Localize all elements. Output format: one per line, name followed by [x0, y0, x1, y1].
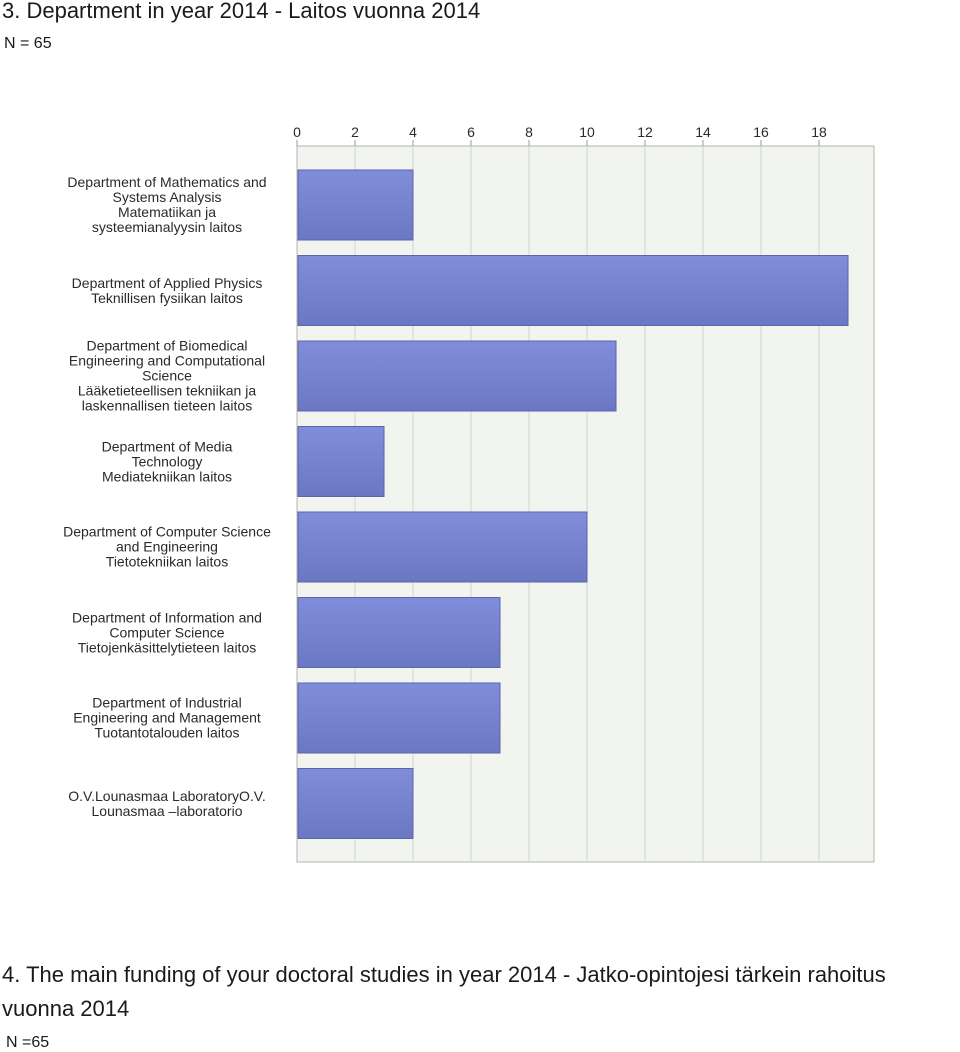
x-tick-label: 8	[525, 124, 533, 140]
category-label: Department of Industrial Engineering and …	[46, 694, 288, 741]
category-label-line: O.V.Lounasmaa LaboratoryO.V.	[68, 787, 266, 804]
bar-chart: 0 2 4 6 8 10 12 14 16 18	[293, 124, 875, 863]
category-label-line: Engineering and Management	[73, 709, 261, 726]
category-label-line: Engineering and Computational	[68, 352, 266, 369]
x-tick-label: 2	[351, 124, 359, 140]
category-label-line: Department of Information and	[72, 609, 262, 625]
category-label-line: Department of Computer Science	[63, 523, 271, 540]
category-label: Department of Biomedical Engineering and …	[46, 337, 288, 414]
bar	[297, 597, 501, 668]
category-label-line: Mediatekniikan laitos	[102, 468, 232, 484]
category-label: Department of Mathematics and Systems Ana…	[46, 175, 288, 235]
x-tick-label: 6	[467, 124, 475, 140]
category-label-line: Lääketieteellisen tekniikan ja	[77, 382, 257, 399]
category-label: Department of Media Technology Mediateknii…	[46, 439, 288, 484]
category-label: Department of Applied Physics Teknillisen…	[46, 274, 288, 306]
bar	[297, 426, 385, 497]
category-label-line: Systems Analysis	[112, 189, 222, 205]
x-tick-label: 10	[579, 124, 595, 140]
category-label-line: Science	[142, 367, 192, 384]
plot-area	[296, 145, 875, 863]
category-label-line: Department of Media	[101, 438, 233, 454]
category-label-line: Department of Mathematics and	[67, 174, 267, 190]
category-label-line: laskennallisen tieteen laitos	[81, 397, 253, 414]
respondent-count: N = 65	[4, 35, 52, 52]
category-label-line: systeemianalyysin laitos	[91, 219, 243, 235]
category-label-line: Department of Biomedical	[86, 337, 248, 354]
category-label: Department of Computer Science and Engine…	[46, 523, 288, 570]
x-tick-label: 0	[293, 124, 301, 140]
bar	[297, 682, 501, 754]
category-label-line: and Engineering	[116, 538, 218, 555]
category-label-line: Lounasmaa –laboratorio	[91, 802, 243, 819]
category-label-line: Tietojenkäsittelytieteen laitos	[77, 639, 257, 655]
bar	[297, 768, 414, 839]
bar	[297, 340, 617, 412]
bar	[297, 169, 414, 241]
category-label-line: Department of Industrial	[92, 694, 242, 711]
category-label: O.V.Lounasmaa LaboratoryO.V. Lounasmaa –l…	[46, 787, 288, 819]
category-label: Department of Information and Computer Sc…	[46, 610, 288, 655]
category-label-line: Tuotantotalouden laitos	[94, 724, 240, 741]
x-tick-label: 4	[409, 124, 417, 140]
category-label-line: Teknillisen fysiikan laitos	[91, 289, 243, 306]
next-section-title: 4. The main funding of your doctoral stu…	[2, 962, 886, 1021]
category-label-line: Technology	[131, 453, 203, 469]
category-label-line: Tietotekniikan laitos	[105, 553, 229, 570]
category-label-line: Department of Applied Physics	[71, 274, 263, 291]
x-tick-label: 16	[753, 124, 769, 140]
x-tick-label: 14	[695, 124, 711, 140]
next-section-respondent-count: N =65	[6, 1034, 50, 1051]
bar	[297, 255, 849, 326]
category-label-line: Computer Science	[109, 624, 225, 640]
x-tick-label: 12	[637, 124, 653, 140]
x-tick-label: 18	[811, 124, 827, 140]
category-label-line: Matematiikan ja	[117, 204, 217, 220]
bar	[297, 511, 588, 583]
page-title: 3. Department in year 2014 - Laitos vuon…	[2, 0, 481, 23]
